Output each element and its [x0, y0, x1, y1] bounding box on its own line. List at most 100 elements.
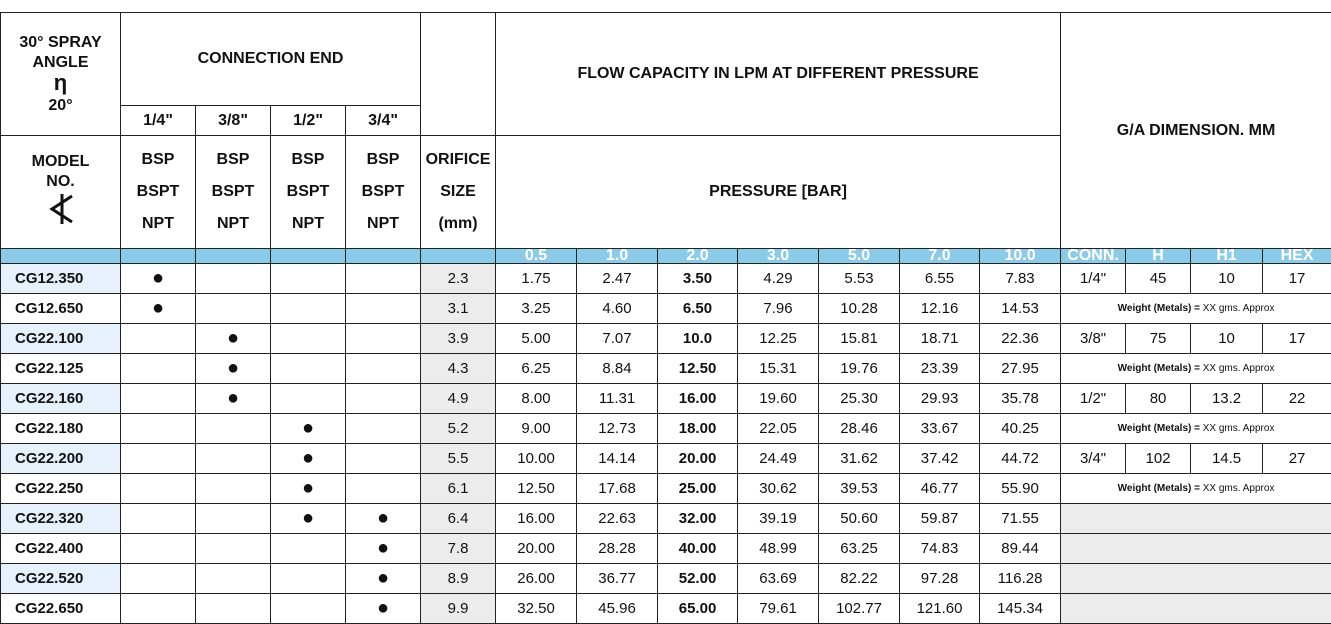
flow: 17.68 — [577, 474, 658, 504]
dim-head: CONN. — [1061, 249, 1126, 264]
flow: 4.60 — [577, 294, 658, 324]
flow: 35.78 — [980, 384, 1061, 414]
connection — [346, 414, 421, 444]
flow: 145.34 — [980, 594, 1061, 624]
flow: 63.69 — [738, 564, 819, 594]
size: 1/4" — [121, 106, 196, 136]
connection: ● — [271, 504, 346, 534]
thread: BSP — [292, 151, 325, 168]
size: 3/4" — [346, 106, 421, 136]
flow: 10.0 — [658, 324, 738, 354]
flow: 16.00 — [496, 504, 577, 534]
flow: 50.60 — [819, 504, 900, 534]
flow: 12.50 — [496, 474, 577, 504]
flow: 16.00 — [658, 384, 738, 414]
dim: 102 — [1126, 444, 1191, 474]
connection — [346, 474, 421, 504]
dim: 45 — [1126, 264, 1191, 294]
connection — [346, 354, 421, 384]
blank — [121, 249, 196, 264]
thread: NPT — [142, 215, 174, 232]
dim-head: H — [1126, 249, 1191, 264]
flow: 6.55 — [900, 264, 980, 294]
dot: ● — [377, 597, 389, 619]
orifice: 3.1 — [421, 294, 496, 324]
flow: 102.77 — [819, 594, 900, 624]
flow: 25.00 — [658, 474, 738, 504]
orifice: (mm) — [438, 215, 477, 232]
connection — [271, 534, 346, 564]
connection: ● — [271, 444, 346, 474]
weight-text: XX gms. Approx — [1203, 423, 1275, 434]
connection — [121, 534, 196, 564]
flow: 25.30 — [819, 384, 900, 414]
flow: 9.00 — [496, 414, 577, 444]
flow: 5.53 — [819, 264, 900, 294]
dim: 75 — [1126, 324, 1191, 354]
connection-header: CONNECTION END — [121, 13, 421, 106]
eta: η — [54, 70, 67, 95]
orifice: 5.2 — [421, 414, 496, 444]
connection — [121, 324, 196, 354]
orifice: 6.1 — [421, 474, 496, 504]
flow: 20.00 — [496, 534, 577, 564]
flow: 74.83 — [900, 534, 980, 564]
flow: 19.60 — [738, 384, 819, 414]
flow: 24.49 — [738, 444, 819, 474]
flow: 22.63 — [577, 504, 658, 534]
model: CG22.125 — [1, 354, 121, 384]
thread: BSP — [367, 151, 400, 168]
connection — [271, 354, 346, 384]
connection: ● — [346, 564, 421, 594]
model: CG12.350 — [1, 264, 121, 294]
connection — [346, 384, 421, 414]
flow: 121.60 — [900, 594, 980, 624]
connection: ● — [346, 594, 421, 624]
connection — [196, 294, 271, 324]
flow: 45.96 — [577, 594, 658, 624]
orifice: 4.3 — [421, 354, 496, 384]
thread: NPT — [292, 215, 324, 232]
connection — [196, 594, 271, 624]
size: 1/2" — [271, 106, 346, 136]
flow: 11.31 — [577, 384, 658, 414]
flow: 52.00 — [658, 564, 738, 594]
weight-label: Weight (Metals) = — [1118, 363, 1200, 374]
connection — [196, 264, 271, 294]
flow: 116.28 — [980, 564, 1061, 594]
flow: 22.36 — [980, 324, 1061, 354]
thread: BSP — [217, 151, 250, 168]
flow: 29.93 — [900, 384, 980, 414]
flow: 79.61 — [738, 594, 819, 624]
orifice: 8.9 — [421, 564, 496, 594]
connection: ● — [121, 294, 196, 324]
pressure-title: PRESSURE [BAR] — [496, 136, 1061, 249]
flow: 37.42 — [900, 444, 980, 474]
flow: 27.95 — [980, 354, 1061, 384]
connection — [271, 264, 346, 294]
flow: 32.00 — [658, 504, 738, 534]
connection — [346, 264, 421, 294]
flow: 12.50 — [658, 354, 738, 384]
flow: 3.25 — [496, 294, 577, 324]
model: MODEL NO. — [32, 153, 90, 190]
connection — [346, 324, 421, 354]
thread: BSPT — [212, 183, 255, 200]
blank — [421, 13, 496, 136]
connection — [196, 474, 271, 504]
dim: 80 — [1126, 384, 1191, 414]
weight-label: Weight (Metals) = — [1118, 483, 1200, 494]
flow: 14.14 — [577, 444, 658, 474]
dot: ● — [377, 507, 389, 529]
pressure: 10.0 — [980, 249, 1061, 264]
model: CG22.200 — [1, 444, 121, 474]
nozzle-icon — [46, 192, 76, 226]
